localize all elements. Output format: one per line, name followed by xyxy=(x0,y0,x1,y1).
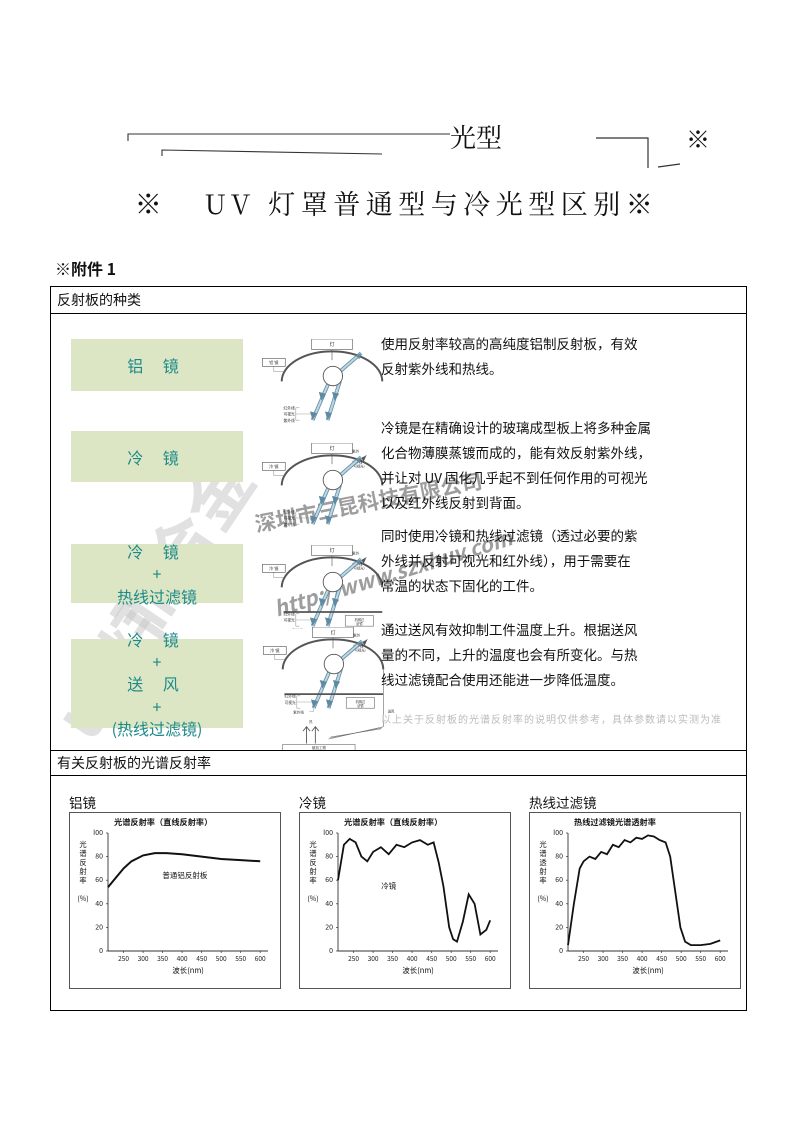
svg-text:率: 率 xyxy=(539,876,546,886)
svg-text:灯: 灯 xyxy=(330,341,335,348)
svg-text:300: 300 xyxy=(368,953,379,963)
svg-text:350: 350 xyxy=(617,953,628,963)
svg-text:250: 250 xyxy=(118,953,129,963)
svg-text:60: 60 xyxy=(95,875,103,885)
svg-text:波长(nm): 波长(nm) xyxy=(172,965,204,976)
svg-text:灯: 灯 xyxy=(330,547,335,554)
svg-text:20: 20 xyxy=(95,922,103,932)
svg-text:450: 450 xyxy=(426,953,437,963)
svg-text:红外线: 红外线 xyxy=(283,406,295,412)
svg-text:400: 400 xyxy=(407,953,418,963)
svg-text:冷 镜: 冷 镜 xyxy=(269,463,279,470)
svg-text:80: 80 xyxy=(325,852,333,862)
svg-text:250: 250 xyxy=(578,953,589,963)
svg-text:可视光: 可视光 xyxy=(283,618,295,624)
svg-text:率: 率 xyxy=(79,876,86,886)
svg-text:600: 600 xyxy=(715,953,726,963)
svg-text:紫外线: 紫外线 xyxy=(283,418,295,423)
svg-text:40: 40 xyxy=(325,899,333,909)
svg-text:0: 0 xyxy=(559,946,563,956)
svg-text:波长(nm): 波长(nm) xyxy=(402,965,434,976)
svg-text:500: 500 xyxy=(216,953,227,963)
svg-text:(%): (%) xyxy=(537,894,548,904)
svg-text:光谱反射率（直线反射率）: 光谱反射率（直线反射率） xyxy=(114,816,212,828)
svg-text:550: 550 xyxy=(465,953,476,963)
svg-text:60: 60 xyxy=(555,875,563,885)
svg-text:80: 80 xyxy=(555,852,563,862)
svg-text:20: 20 xyxy=(555,922,563,932)
svg-text:500: 500 xyxy=(446,953,457,963)
svg-text:热线过滤镜光谱透射率: 热线过滤镜光谱透射率 xyxy=(574,816,656,828)
svg-text:I00: I00 xyxy=(323,828,333,838)
svg-text:红外线: 红外线 xyxy=(283,510,295,516)
svg-text:400: 400 xyxy=(177,953,188,963)
svg-text:550: 550 xyxy=(235,953,246,963)
svg-text:可视光: 可视光 xyxy=(283,412,295,418)
svg-text:40: 40 xyxy=(95,899,103,909)
svg-text:灯: 灯 xyxy=(330,445,335,452)
svg-text:滤镜: 滤镜 xyxy=(356,621,363,626)
svg-text:I00: I00 xyxy=(93,828,103,838)
svg-text:紫外: 紫外 xyxy=(353,633,361,639)
svg-text:600: 600 xyxy=(255,953,266,963)
svg-text:550: 550 xyxy=(695,953,706,963)
svg-text:80: 80 xyxy=(95,852,103,862)
svg-text:40: 40 xyxy=(555,899,563,909)
svg-text:灯: 灯 xyxy=(331,629,336,636)
svg-text:600: 600 xyxy=(485,953,496,963)
svg-text:可视光: 可视光 xyxy=(283,516,295,522)
svg-text:可视光: 可视光 xyxy=(284,700,296,706)
svg-text:500: 500 xyxy=(676,953,687,963)
svg-text:冷 镜: 冷 镜 xyxy=(269,565,279,572)
svg-text:铝 镜: 铝 镜 xyxy=(269,359,279,366)
svg-text:冷 镜: 冷 镜 xyxy=(270,647,280,654)
svg-text:红外线: 红外线 xyxy=(284,694,296,700)
svg-text:60: 60 xyxy=(325,875,333,885)
svg-text:300: 300 xyxy=(138,953,149,963)
svg-text:紫外: 紫外 xyxy=(352,551,360,557)
svg-text:紫外线: 紫外线 xyxy=(293,709,304,715)
svg-text:(%): (%) xyxy=(77,894,88,904)
svg-text:I00: I00 xyxy=(553,828,563,838)
svg-text:热: 热 xyxy=(309,719,313,724)
svg-text:250: 250 xyxy=(348,953,359,963)
svg-text:滤镜: 滤镜 xyxy=(357,703,364,708)
svg-text:0: 0 xyxy=(99,946,103,956)
svg-text:红外线: 红外线 xyxy=(283,612,295,618)
svg-text:紫外: 紫外 xyxy=(352,449,360,455)
svg-text:波长(nm): 波长(nm) xyxy=(632,965,664,976)
svg-text:450: 450 xyxy=(656,953,667,963)
svg-text:400: 400 xyxy=(637,953,648,963)
svg-text:冷镜: 冷镜 xyxy=(381,880,396,891)
svg-text:普通铝反射板: 普通铝反射板 xyxy=(162,870,207,881)
svg-text:0: 0 xyxy=(329,946,333,956)
svg-text:光谱反射率（直线反射率）: 光谱反射率（直线反射率） xyxy=(344,816,442,828)
svg-text:紫外线: 紫外线 xyxy=(283,522,295,527)
svg-text:350: 350 xyxy=(157,953,168,963)
svg-text:率: 率 xyxy=(309,876,316,886)
svg-text:20: 20 xyxy=(325,922,333,932)
svg-text:350: 350 xyxy=(387,953,398,963)
svg-text:450: 450 xyxy=(196,953,207,963)
svg-text:300: 300 xyxy=(598,953,609,963)
svg-text:(%): (%) xyxy=(307,894,318,904)
